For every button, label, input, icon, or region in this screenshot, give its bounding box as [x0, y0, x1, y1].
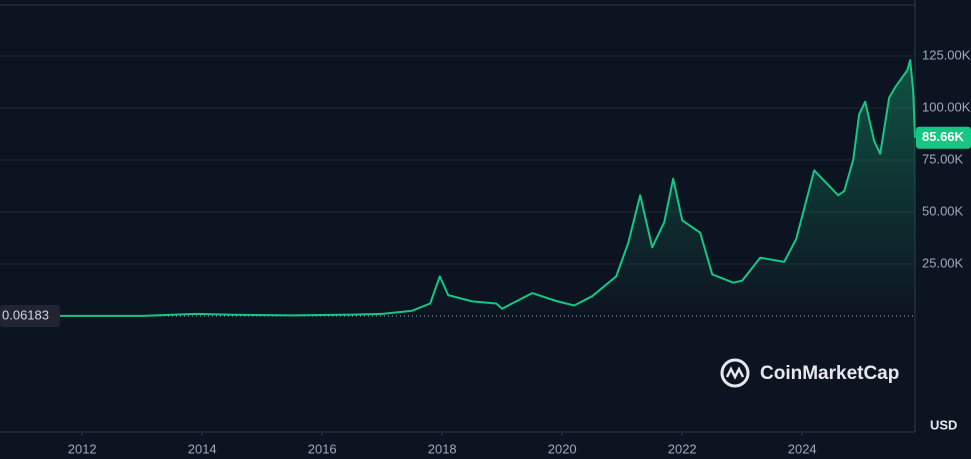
price-line [4, 59, 916, 317]
x-tick-label: 2012 [68, 441, 97, 456]
currency-label: USD [930, 417, 957, 432]
watermark: CoinMarketCap [760, 363, 899, 384]
last-price-badge [916, 126, 971, 149]
y-tick-label: 25.00K [922, 255, 964, 270]
x-tick-label: 2024 [788, 441, 817, 456]
x-tick-label: 2014 [188, 441, 217, 456]
watermark-logo [720, 358, 750, 388]
y-tick-label: 125.00K [922, 47, 971, 62]
x-tick-label: 2022 [668, 441, 697, 456]
x-tick-label: 2016 [308, 441, 337, 456]
y-tick-label: 50.00K [922, 203, 964, 218]
price-area [4, 60, 915, 316]
last-price-label: 85.66K [922, 129, 965, 144]
first-price-label: 0.06183 [2, 307, 49, 322]
y-tick-label: 75.00K [922, 151, 964, 166]
y-tick-label: 100.00K [922, 99, 971, 114]
first-price-badge [0, 304, 60, 327]
x-tick-label: 2018 [428, 441, 457, 456]
x-tick-label: 2020 [548, 441, 577, 456]
